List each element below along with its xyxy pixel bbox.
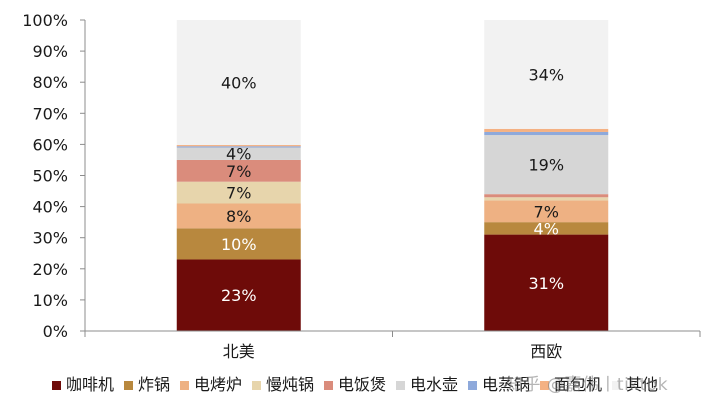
- data-label: 8%: [226, 207, 251, 226]
- legend-item: 面包机: [540, 375, 602, 394]
- data-label: 10%: [221, 235, 257, 254]
- legend-item: 其他: [612, 375, 658, 394]
- x-tick-label: 西欧: [530, 342, 562, 361]
- x-axis-tick-labels: 北美 西欧: [223, 342, 563, 361]
- bar-segment: [176, 181, 301, 204]
- legend-label: 电水壶: [410, 375, 458, 394]
- data-label: 4%: [534, 219, 559, 238]
- y-tick-label: 50%: [32, 167, 68, 186]
- bar-segment: [484, 234, 609, 331]
- legend-swatch: [124, 381, 133, 390]
- data-label: 7%: [226, 162, 251, 181]
- y-tick-label: 10%: [32, 291, 68, 310]
- data-label: 23%: [221, 286, 257, 305]
- y-tick-label: 20%: [32, 260, 68, 279]
- data-labels: 23%10%8%7%7%4%40%31%4%7%19%34%: [221, 65, 564, 305]
- bar-segment: [176, 228, 301, 260]
- legend-swatch: [324, 381, 333, 390]
- bar-segment: [176, 259, 301, 331]
- legend-swatch: [468, 381, 477, 390]
- bar-segment: [176, 159, 301, 182]
- data-label: 19%: [528, 156, 564, 175]
- data-label: 7%: [534, 202, 559, 221]
- bar-segment: [176, 20, 301, 146]
- legend: 咖啡机 炸锅 电烤炉 慢炖锅 电饭煲 电水壶 电蒸锅 面包机 其他: [52, 375, 658, 394]
- axes: [80, 19, 701, 337]
- x-tick-label: 北美: [223, 342, 255, 361]
- data-label: 40%: [221, 74, 257, 93]
- legend-label: 其他: [626, 375, 658, 394]
- y-tick-label: 30%: [32, 229, 68, 248]
- y-axis-tick-labels: 0% 10% 20% 30% 40% 50% 60% 70% 80% 90% 100%: [22, 11, 68, 341]
- legend-swatch: [180, 381, 189, 390]
- legend-label: 咖啡机: [66, 375, 114, 394]
- y-tick-label: 90%: [32, 42, 68, 61]
- legend-item: 慢炖锅: [252, 375, 314, 394]
- y-tick-label: 100%: [22, 11, 68, 30]
- watermark: 知乎 @嘉伟丨tiktok: [506, 375, 669, 395]
- bar-segment: [176, 145, 301, 147]
- y-tick-label: 60%: [32, 135, 68, 154]
- bar-segment: [484, 197, 609, 201]
- legend-swatch: [540, 381, 549, 390]
- legend-label: 电蒸锅: [482, 375, 530, 394]
- legend-item: 电水壶: [396, 375, 458, 394]
- legend-label: 面包机: [554, 375, 602, 394]
- legend-item: 电饭煲: [324, 375, 386, 394]
- y-tick-label: 70%: [32, 104, 68, 123]
- legend-item: 炸锅: [124, 375, 170, 394]
- legend-swatch: [612, 381, 621, 390]
- legend-item: 电烤炉: [180, 375, 242, 394]
- data-label: 34%: [528, 65, 564, 84]
- bar-segment: [176, 203, 301, 229]
- legend-label: 慢炖锅: [266, 375, 314, 394]
- data-label: 7%: [226, 184, 251, 203]
- y-tick-label: 0%: [43, 322, 68, 341]
- legend-item: 电蒸锅: [468, 375, 530, 394]
- y-tick-label: 40%: [32, 198, 68, 217]
- bars: [176, 20, 609, 331]
- bar-segment: [484, 194, 609, 198]
- data-label: 4%: [226, 145, 251, 164]
- legend-swatch: [252, 381, 261, 390]
- bar-segment: [484, 222, 609, 235]
- data-label: 31%: [528, 274, 564, 293]
- bar-segment: [484, 135, 609, 195]
- bar-segment: [484, 20, 609, 129]
- bar-segment: [484, 200, 609, 223]
- bar-segment: [484, 128, 609, 132]
- legend-swatch: [52, 381, 61, 390]
- legend-item: 咖啡机: [52, 375, 114, 394]
- bar-segment: [484, 131, 609, 136]
- y-tick-label: 80%: [32, 73, 68, 92]
- legend-label: 炸锅: [138, 375, 170, 394]
- legend-label: 电烤炉: [194, 375, 242, 394]
- legend-swatch: [396, 381, 405, 390]
- bar-segment: [176, 147, 301, 160]
- bar-segment: [176, 146, 301, 148]
- legend-label: 电饭煲: [338, 375, 386, 394]
